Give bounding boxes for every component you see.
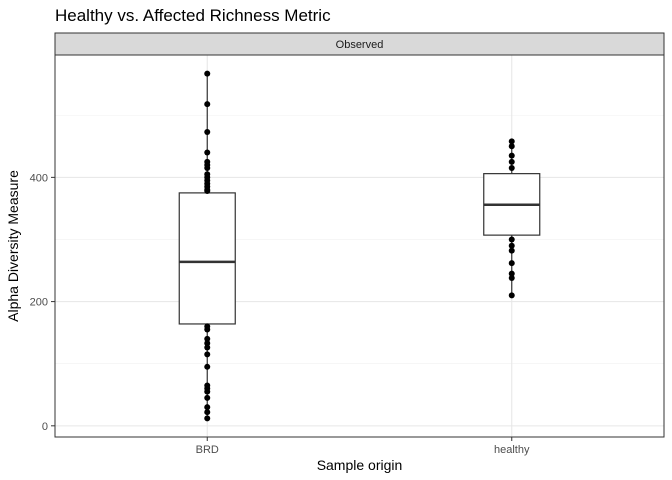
data-point [204,351,211,358]
data-point [204,415,211,422]
data-point [508,143,515,150]
data-point [204,409,211,416]
data-point [204,326,211,333]
y-axis: 0 200 400 [30,172,55,433]
data-point [508,165,515,172]
data-point [508,270,515,277]
y-tick-label: 200 [30,297,48,309]
chart-title: Healthy vs. Affected Richness Metric [55,6,331,25]
facet-strip-label: Observed [336,39,384,51]
box-brd [178,192,236,325]
x-axis: BRD healthy [196,437,530,456]
data-point [204,70,211,77]
data-point [204,340,211,347]
data-point [508,158,515,165]
data-point [508,242,515,249]
data-point [204,165,211,172]
data-point [204,129,211,136]
data-point [204,101,211,108]
point-layer [204,70,515,422]
data-point [508,292,515,299]
data-point [204,335,211,342]
box-layer [178,73,541,419]
x-tick-label: healthy [494,444,530,456]
x-tick-label: BRD [196,444,219,456]
plot-panel-border [54,54,665,438]
data-point [508,274,515,281]
data-point [204,149,211,156]
data-point [508,260,515,267]
data-point [204,363,211,370]
data-point [204,394,211,401]
plot-panel [55,55,664,437]
y-tick-label: 400 [30,172,48,184]
y-tick-label: 0 [42,421,48,433]
data-point [508,138,515,145]
data-point [508,247,515,254]
y-axis-title: Alpha Diversity Measure [5,170,21,322]
data-point [204,188,211,195]
data-point [508,152,515,159]
data-point [508,236,515,243]
x-axis-title: Sample origin [317,457,403,473]
data-point [204,388,211,395]
data-point [204,404,211,411]
data-point [204,344,211,351]
